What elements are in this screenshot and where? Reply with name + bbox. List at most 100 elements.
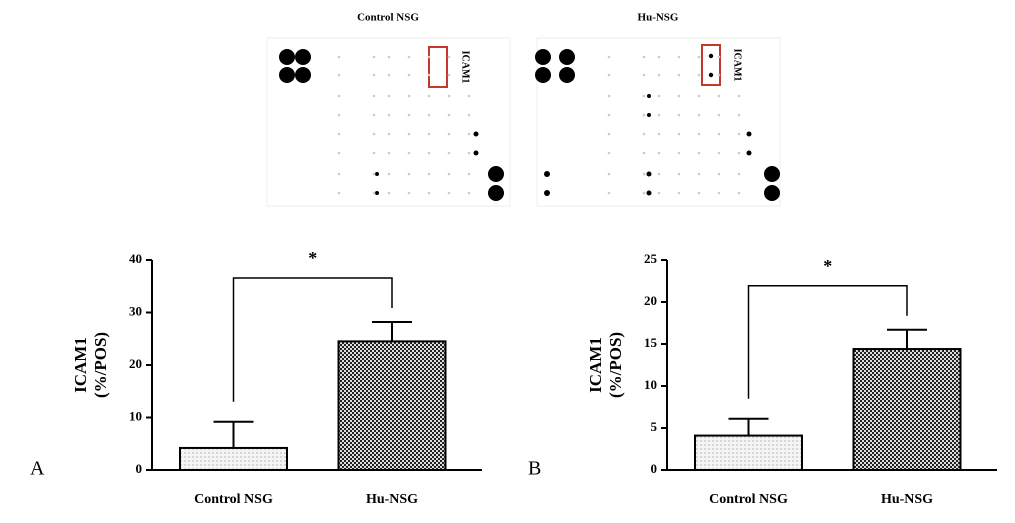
- x-tick-label: Hu-NSG: [881, 492, 933, 507]
- significance-mark: *: [823, 256, 832, 276]
- blot-spot: [467, 191, 471, 195]
- blot-spot: [697, 73, 701, 77]
- blot-spot: [642, 94, 646, 98]
- blot-spot: [337, 191, 341, 195]
- blot-image: [266, 37, 511, 207]
- blot-spot: [544, 171, 550, 177]
- y-tick-label: 25: [644, 251, 658, 266]
- blot-spot: [677, 113, 681, 117]
- blot-spot: [607, 55, 611, 59]
- blot-spot: [737, 151, 741, 155]
- blot-spot: [737, 55, 741, 59]
- y-tick-label: 0: [651, 461, 658, 476]
- y-axis-label: (%/POS): [91, 332, 110, 398]
- blot-spot: [407, 113, 411, 117]
- y-tick-label: 20: [644, 293, 657, 308]
- blot-spot: [407, 172, 411, 176]
- blot-spot: [387, 94, 391, 98]
- blot-spot: [407, 151, 411, 155]
- blot-spot: [737, 73, 741, 77]
- blot-spot: [372, 55, 376, 59]
- blot-spot: [607, 191, 611, 195]
- blot-spot: [559, 49, 575, 65]
- blot-spot: [295, 67, 311, 83]
- blot-spot: [559, 67, 575, 83]
- y-axis-label: (%/POS): [606, 332, 625, 398]
- blot-spot: [607, 94, 611, 98]
- blot-spot: [467, 55, 471, 59]
- blot-spot: [372, 113, 376, 117]
- blot-spot: [697, 55, 701, 59]
- blot-spot: [407, 191, 411, 195]
- blot-spot: [746, 131, 752, 137]
- blot-spot: [447, 151, 451, 155]
- blot-spot: [535, 49, 551, 65]
- blot-spot: [467, 151, 471, 155]
- blot-spot: [375, 172, 379, 176]
- blot-spot: [387, 191, 391, 195]
- blot-spot: [642, 132, 646, 136]
- blot-spot: [642, 191, 646, 195]
- blot-spot: [467, 94, 471, 98]
- blot-spot: [642, 151, 646, 155]
- blot-spot: [447, 113, 451, 117]
- x-tick-label: Hu-NSG: [366, 492, 418, 507]
- blot-spot: [607, 172, 611, 176]
- blot-spot: [717, 94, 721, 98]
- error-bar: [372, 320, 412, 342]
- blot-spot: [427, 94, 431, 98]
- blot-spot: [697, 113, 701, 117]
- blot-spot: [427, 132, 431, 136]
- y-axis-label: ICAM1: [71, 337, 90, 393]
- blot-image: [535, 37, 781, 207]
- blot-spot: [737, 172, 741, 176]
- y-tick-label: 30: [129, 303, 142, 318]
- blot-spot: [647, 113, 651, 117]
- blot-spot: [372, 94, 376, 98]
- blot-spot: [407, 132, 411, 136]
- blot-spot: [407, 94, 411, 98]
- blot-spot: [657, 191, 661, 195]
- blot-spot: [646, 171, 652, 177]
- blot-spot: [337, 73, 341, 77]
- blot-spot: [657, 73, 661, 77]
- blot-spot: [337, 55, 341, 59]
- blot-spot: [337, 132, 341, 136]
- y-axis-label: ICAM1: [586, 337, 605, 393]
- blot-spot: [657, 113, 661, 117]
- blot-spot: [447, 55, 451, 59]
- blot-spot: [279, 67, 295, 83]
- blot-title: Control NSG: [357, 12, 419, 24]
- blot-spot: [737, 191, 741, 195]
- blot-spot: [427, 151, 431, 155]
- blot-spot: [677, 172, 681, 176]
- blot-spot: [387, 172, 391, 176]
- blot-label: ICAM1: [460, 51, 471, 84]
- blot-spot: [642, 172, 646, 176]
- blot-spot: [337, 94, 341, 98]
- blot-spot: [677, 55, 681, 59]
- blot-spot: [427, 191, 431, 195]
- blot-spot: [467, 172, 471, 176]
- blot-spot: [473, 150, 479, 156]
- blot-spot: [372, 151, 376, 155]
- blot-spot: [657, 172, 661, 176]
- blot-spot: [607, 73, 611, 77]
- blot-spot: [473, 131, 479, 137]
- y-tick-label: 5: [651, 419, 658, 434]
- blot-spot: [467, 113, 471, 117]
- bar: [852, 348, 962, 472]
- blot-spot: [677, 191, 681, 195]
- blot-spot: [717, 55, 721, 59]
- blot-spot: [427, 55, 431, 59]
- blot-spot: [647, 94, 651, 98]
- bar: [694, 434, 803, 471]
- error-bar: [728, 417, 769, 436]
- blot-spot: [657, 55, 661, 59]
- blot-spot: [337, 151, 341, 155]
- blot-spot: [677, 151, 681, 155]
- blot-label: ICAM1: [732, 49, 743, 82]
- blot-spot: [737, 94, 741, 98]
- blot-spot: [657, 132, 661, 136]
